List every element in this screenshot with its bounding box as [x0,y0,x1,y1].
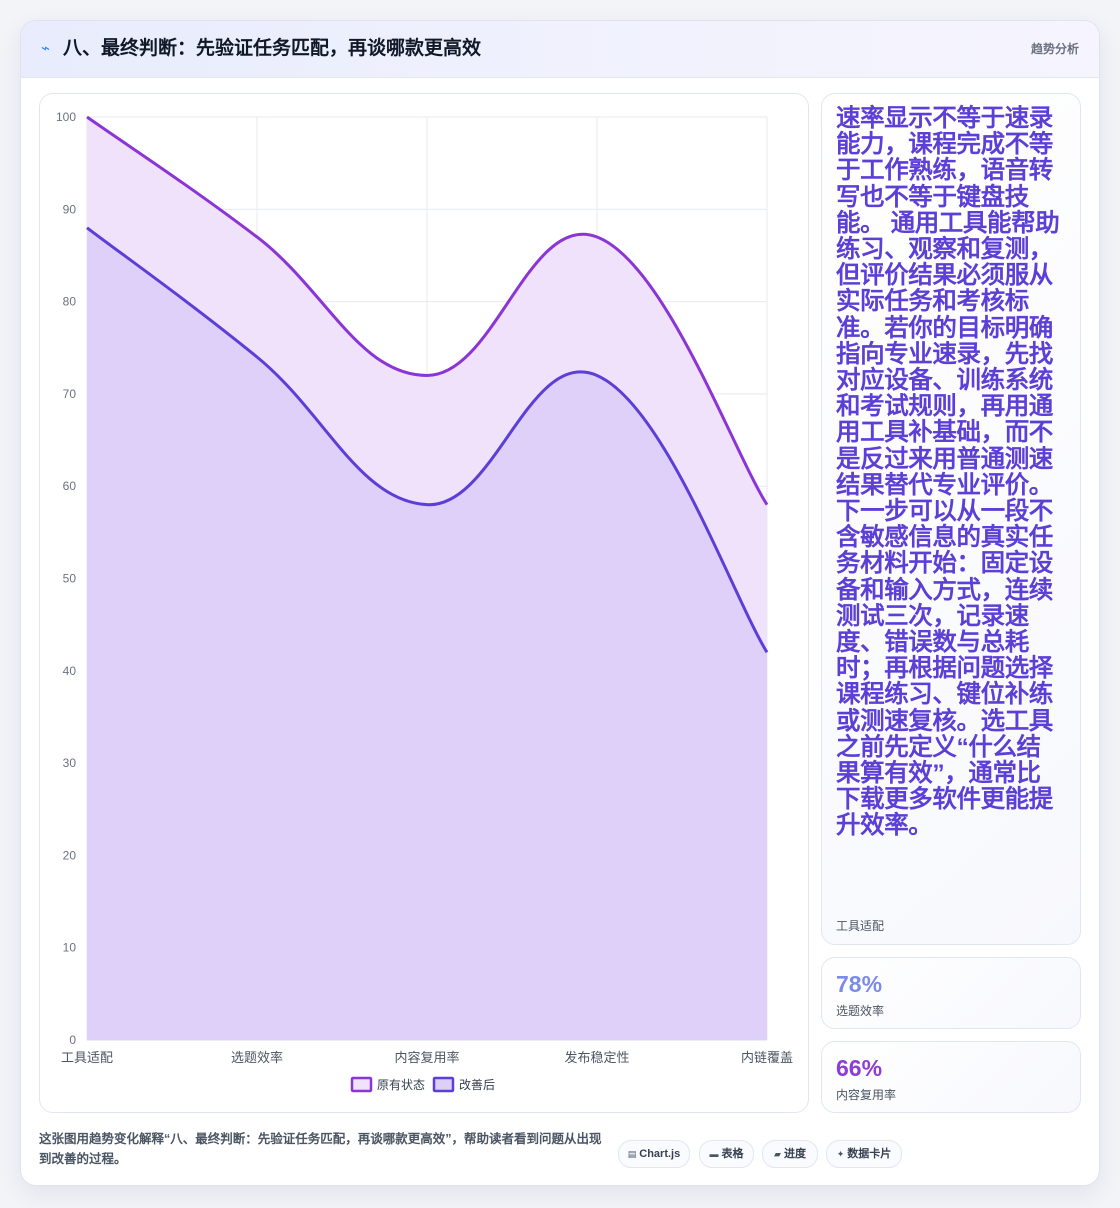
chart-card: ⌁ 八、最终判断：先验证任务匹配，再谈哪款更高效 趋势分析 0 10 20 30 40 5… [20,20,1100,1186]
sparkle-icon: ✦ [836,1149,845,1159]
progress-icon: ▰ [774,1149,781,1159]
series-line [86,226,769,654]
legend-swatch [350,1076,373,1093]
insight-card: 速率显示不等于速录能力，课程完成不等于工作熟练，语音转写也不等于键盘技能。 通用… [821,93,1081,945]
chip-data-card[interactable]: ✦ 数据卡片 [826,1140,902,1168]
y-tick-label: 80 [63,295,77,309]
kpi-label: 内容复用率 [836,1088,897,1102]
legend-label: 原有状态 [377,1078,425,1092]
y-tick-label: 90 [63,202,77,216]
chip-label: 进度 [783,1148,806,1160]
legend-label: 改善后 [459,1077,495,1092]
insight-text: 速率显示不等于速录能力，课程完成不等于工作熟练，语音转写也不等于键盘技能。 通用… [836,105,1060,840]
kpi-value: 78% [836,971,883,997]
kpi-value: 66% [836,1055,883,1081]
y-tick-label: 20 [63,848,77,862]
legend-swatch [432,1076,455,1093]
series-area [87,227,767,1040]
chart-trend-icon: ⌁ [41,40,51,57]
y-tick-label: 0 [69,1033,76,1047]
y-tick-label: 10 [63,941,77,955]
kpi-card-2: 66% 内容复用率 [821,1041,1081,1113]
chip-label: 数据卡片 [847,1148,892,1160]
chart-icon: ▤ [627,1149,637,1159]
header-tag: 趋势分析 [1030,42,1079,56]
chip-chartjs[interactable]: ▤ Chart.js [618,1140,690,1168]
chip-progress[interactable]: ▰ 进度 [762,1140,818,1168]
insight-label: 工具适配 [836,919,885,933]
x-tick-label: 发布稳定性 [564,1050,629,1065]
card-header: ⌁ 八、最终判断：先验证任务匹配，再谈哪款更高效 趋势分析 [21,21,1099,78]
x-tick-label: 工具适配 [61,1050,113,1065]
chip-label: 表格 [721,1148,744,1160]
card-title: 八、最终判断：先验证任务匹配，再谈哪款更高效 [63,38,482,59]
kpi-label: 选题效率 [836,1004,885,1018]
x-tick-label: 选题效率 [231,1050,283,1065]
chip-label: Chart.js [639,1148,681,1160]
chart-description: 这张图用趋势变化解释“八、最终判断：先验证任务匹配，再谈哪款更高效”，帮助读者看… [39,1132,602,1166]
x-tick-label: 内容复用率 [394,1050,459,1065]
series-line [86,115,769,506]
y-tick-label: 50 [63,572,77,586]
y-tick-label: 70 [63,387,77,401]
table-icon: ▬ [709,1149,719,1159]
y-tick-label: 100 [56,110,76,124]
area-chart: 0 10 20 30 40 50 60 70 80 90 100 工具适配 选题效率 内容复用率 发布稳定性… [56,110,793,1093]
kpi-card-1: 78% 选题效率 [821,957,1081,1029]
chart-panel: 0 10 20 30 40 50 60 70 80 90 100 工具适配 选题效率 内容复用率 发布稳定性… [39,93,809,1113]
x-tick-label: 内链覆盖 [741,1050,793,1065]
y-tick-label: 60 [63,479,77,493]
y-tick-label: 40 [63,664,77,678]
chip-table[interactable]: ▬ 表格 [699,1140,754,1168]
y-tick-label: 30 [63,756,77,770]
